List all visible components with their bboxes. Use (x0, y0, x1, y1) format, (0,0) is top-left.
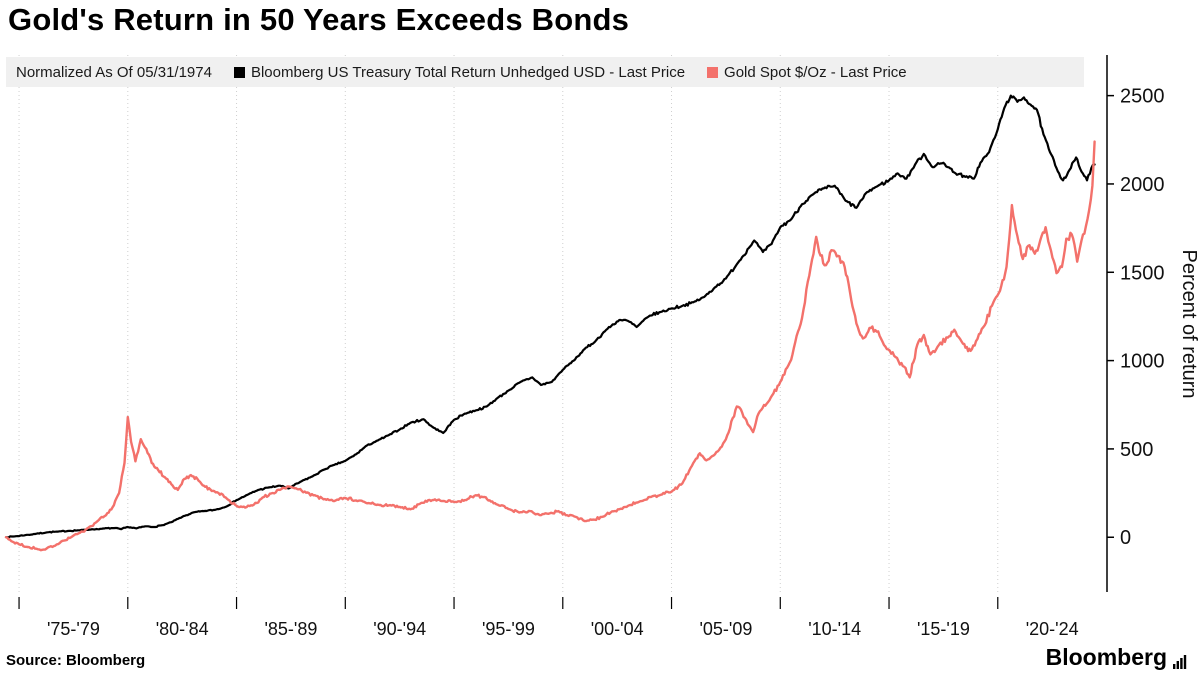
y-tick-label: 1000 (1120, 351, 1165, 373)
legend-item-gold: Gold Spot $/Oz - Last Price (707, 64, 907, 81)
legend-note-label: Normalized As Of 05/31/1974 (16, 63, 212, 81)
x-tick-label: '00-'04 (591, 619, 644, 639)
x-tick-label: '80-'84 (156, 619, 209, 639)
legend-note: Normalized As Of 05/31/1974 (16, 64, 212, 81)
x-tick-label: '95-'99 (482, 619, 535, 639)
x-tick-label: '20-'24 (1026, 619, 1079, 639)
chart-legend: Normalized As Of 05/31/1974 Bloomberg US… (6, 57, 1084, 87)
treasury-series-line (4, 94, 1096, 539)
treasury-series-swatch-icon (233, 66, 245, 78)
y-tick-label: 2000 (1120, 174, 1165, 196)
y-axis-title: Percent of return (1178, 250, 1200, 399)
x-tick-label: '90-'94 (373, 619, 426, 639)
legend-item-treasury-label: Bloomberg US Treasury Total Return Unhed… (250, 63, 686, 81)
gold-series-swatch-icon (707, 66, 719, 78)
x-tick-label: '05-'09 (699, 619, 752, 639)
x-tick-label: '85-'89 (264, 619, 317, 639)
x-tick-label: '10-'14 (808, 619, 861, 639)
legend-item-treasury: Bloomberg US Treasury Total Return Unhed… (233, 63, 686, 81)
bloomberg-logo-text: Bloomberg (1045, 644, 1167, 670)
y-tick-label: 2500 (1120, 86, 1165, 108)
bloomberg-chart-bars-icon (1172, 653, 1188, 669)
y-tick-label: 500 (1120, 439, 1153, 461)
gold-series-line (4, 140, 1096, 552)
page-title: Gold's Return in 50 Years Exceeds Bonds (8, 2, 630, 37)
bloomberg-logo: Bloomberg (1046, 646, 1188, 669)
legend-item-gold-label: Gold Spot $/Oz - Last Price (724, 63, 907, 81)
y-tick-label: 0 (1120, 527, 1131, 549)
source-note: Source: Bloomberg (6, 652, 146, 669)
y-tick-label: 1500 (1120, 262, 1165, 284)
x-tick-label: '75-'79 (47, 619, 100, 639)
x-tick-label: '15-'19 (917, 619, 970, 639)
